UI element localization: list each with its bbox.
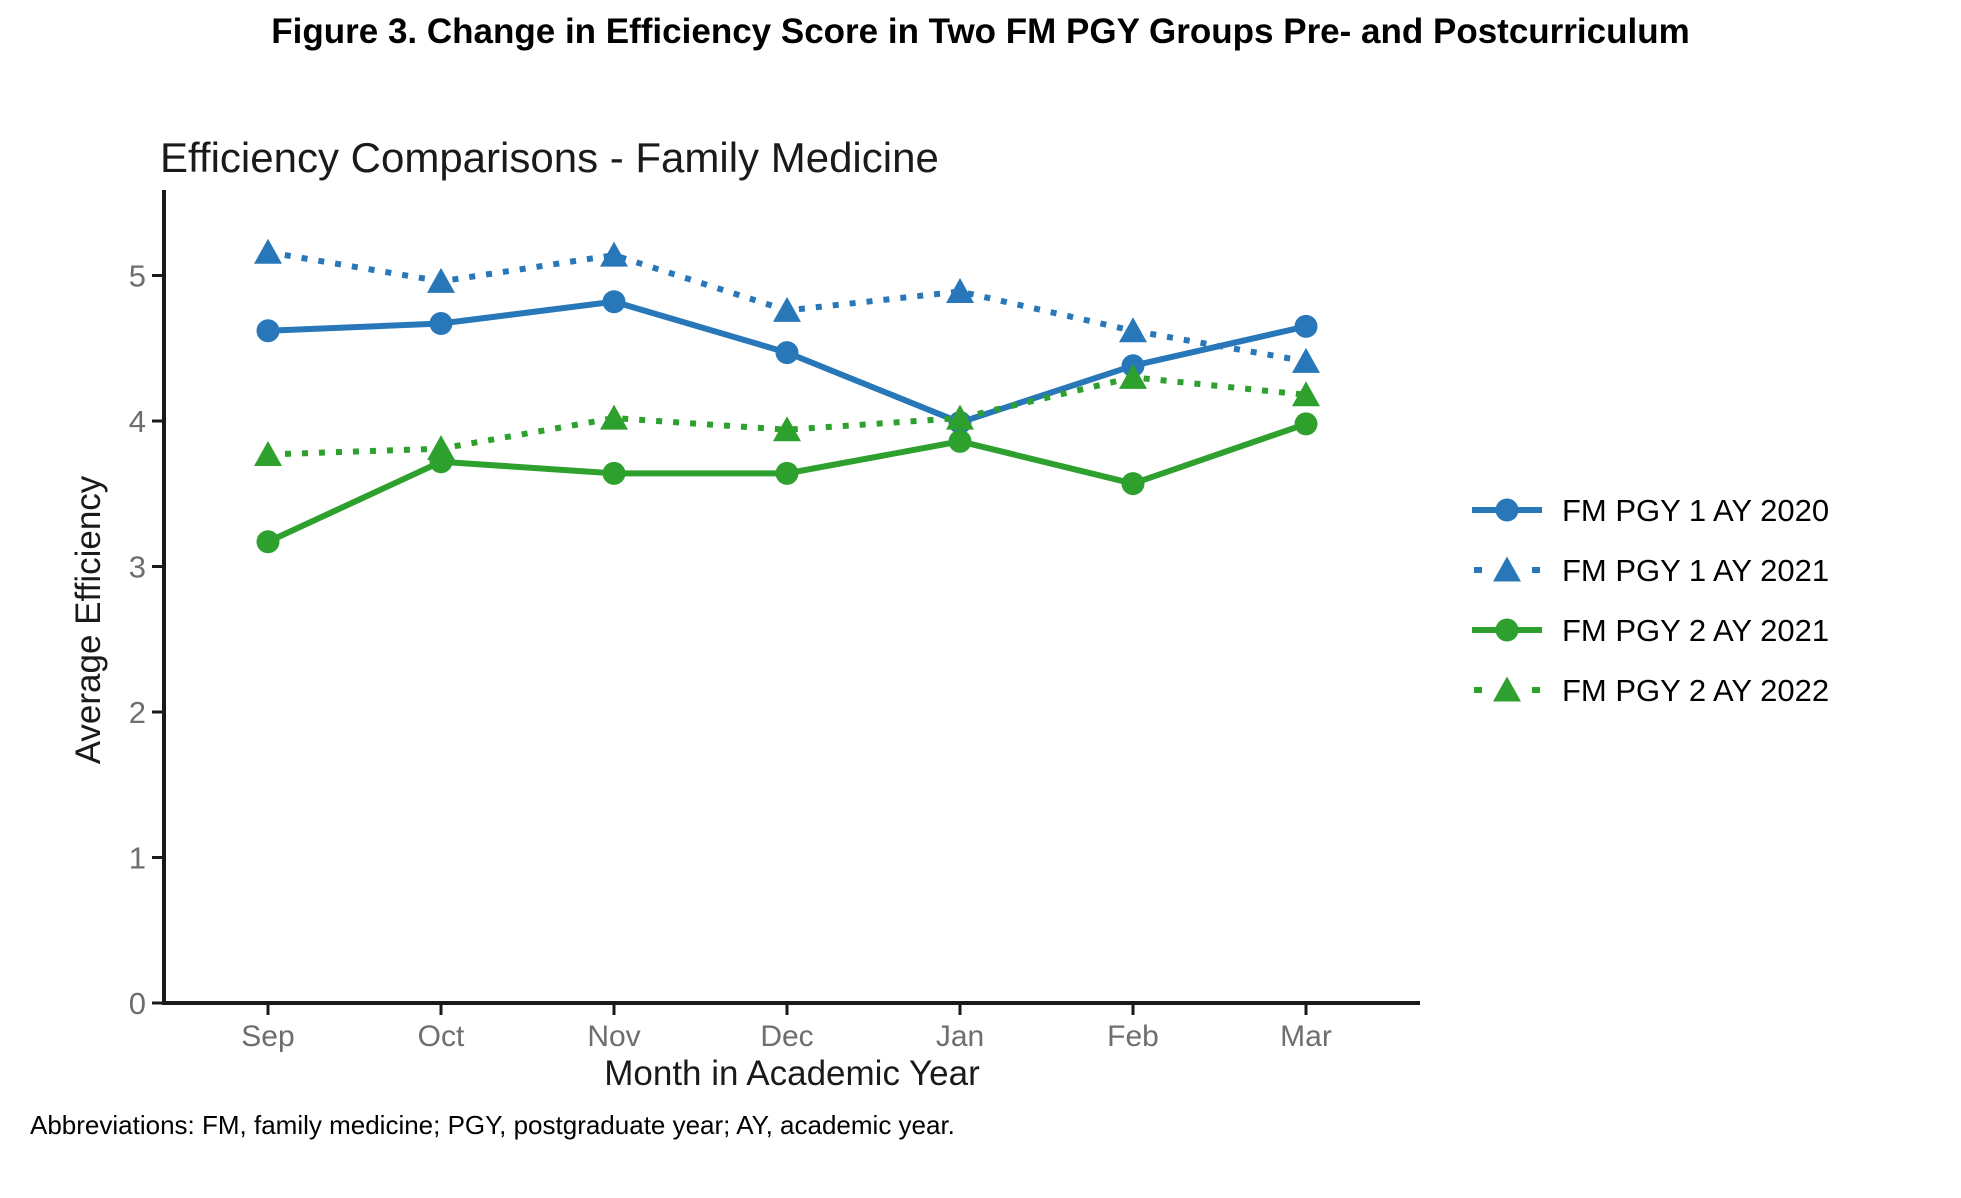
data-point-marker	[256, 319, 280, 343]
legend-label: FM PGY 1 AY 2021	[1562, 553, 1829, 588]
data-point-marker	[256, 530, 280, 554]
x-tick-label: Nov	[587, 1020, 640, 1053]
legend: FM PGY 1 AY 2020 FM PGY 1 AY 2021 FM PGY 2…	[1472, 493, 1829, 708]
x-tick-label: Jan	[936, 1020, 984, 1053]
data-point-marker	[600, 241, 628, 267]
x-tick-label: Dec	[760, 1020, 813, 1053]
series-fm-pgy-2-ay-2021	[256, 412, 1318, 554]
legend-label: FM PGY 1 AY 2020	[1562, 493, 1829, 528]
chart-subtitle: Efficiency Comparisons - Family Medicine	[160, 134, 939, 181]
data-point-marker	[773, 416, 801, 442]
data-point-marker	[773, 296, 801, 322]
y-tick-label: 3	[129, 550, 146, 585]
data-point-marker	[1294, 314, 1318, 338]
data-point-marker	[946, 404, 974, 430]
data-point-marker	[948, 429, 972, 453]
legend-item-fm-pgy-2-ay-2021: FM PGY 2 AY 2021	[1472, 613, 1829, 648]
data-point-marker	[427, 435, 455, 461]
data-point-marker	[429, 312, 453, 336]
legend-item-fm-pgy-1-ay-2020: FM PGY 1 AY 2020	[1472, 493, 1829, 528]
series-line	[267, 374, 1307, 458]
legend-marker-sample	[1493, 556, 1521, 582]
data-point-marker	[1121, 472, 1145, 496]
legend-marker-sample	[1495, 618, 1519, 642]
axes: 0 1 2 3 4 5 Sep Oct Nov Dec Jan Feb Mar	[129, 190, 1420, 1053]
data-point-marker	[602, 290, 626, 314]
y-tick-label: 2	[129, 695, 146, 730]
series-fm-pgy-1-ay-2021	[254, 238, 1320, 373]
legend-label: FM PGY 2 AY 2022	[1562, 673, 1829, 708]
data-point-marker	[775, 341, 799, 365]
y-axis-title: Average Efficiency	[69, 475, 108, 764]
data-point-marker	[254, 440, 282, 466]
data-point-marker	[600, 404, 628, 430]
data-point-marker	[427, 267, 455, 293]
data-point-marker	[1294, 412, 1318, 436]
series-fm-pgy-2-ay-2022	[254, 363, 1320, 466]
data-point-marker	[1119, 363, 1147, 389]
data-point-marker	[602, 461, 626, 485]
legend-item-fm-pgy-1-ay-2021: FM PGY 1 AY 2021	[1474, 553, 1829, 588]
data-point-marker	[1292, 381, 1320, 407]
x-tick-label: Feb	[1107, 1020, 1159, 1053]
x-axis-title: Month in Academic Year	[604, 1054, 980, 1093]
y-tick-label: 1	[129, 841, 146, 876]
legend-marker-sample	[1495, 498, 1519, 522]
data-point-marker	[254, 238, 282, 264]
y-tick-label: 4	[129, 404, 146, 439]
x-tick-label: Mar	[1280, 1020, 1332, 1053]
y-tick-label: 5	[129, 259, 146, 294]
data-point-marker	[775, 461, 799, 485]
legend-label: FM PGY 2 AY 2021	[1562, 613, 1829, 648]
legend-marker-sample	[1493, 676, 1521, 702]
legend-item-fm-pgy-2-ay-2022: FM PGY 2 AY 2022	[1474, 673, 1829, 708]
figure-title: Figure 3. Change in Efficiency Score in …	[271, 12, 1690, 51]
data-point-marker	[1119, 317, 1147, 343]
x-tick-label: Sep	[241, 1020, 294, 1053]
y-tick-label: 0	[129, 986, 146, 1021]
abbreviations-footnote: Abbreviations: FM, family medicine; PGY,…	[30, 1110, 955, 1140]
data-point-marker	[1292, 347, 1320, 373]
data-point-marker	[946, 278, 974, 304]
x-tick-label: Oct	[418, 1020, 465, 1053]
